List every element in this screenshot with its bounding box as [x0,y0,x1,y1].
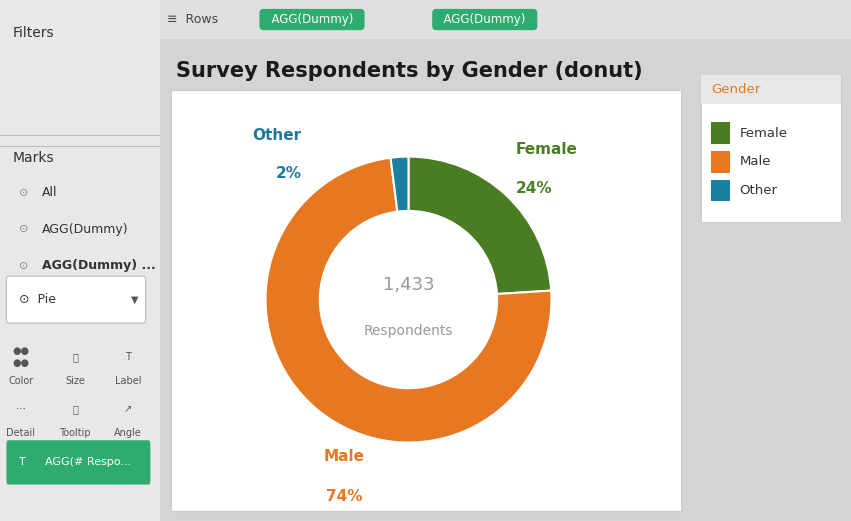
Text: ⋯: ⋯ [16,404,26,414]
Text: ▼: ▼ [131,294,139,305]
Bar [711,180,730,202]
Text: ≡  Rows: ≡ Rows [167,13,218,26]
FancyBboxPatch shape [701,75,842,222]
Bar [711,122,730,144]
Wedge shape [391,157,408,212]
Text: Color: Color [9,376,33,387]
Text: Male: Male [740,155,771,168]
Text: Female: Female [740,127,788,140]
Text: Male: Male [323,449,364,464]
Wedge shape [408,157,551,294]
Text: ⊙: ⊙ [20,188,29,198]
Text: 2%: 2% [275,166,301,181]
Text: Other: Other [252,128,301,143]
Bar [711,152,730,172]
Text: Respondents: Respondents [363,324,454,338]
Text: ●●
●●: ●● ●● [12,346,29,368]
Text: All: All [42,187,57,199]
Text: T: T [20,457,26,467]
Text: T: T [125,352,131,362]
Text: Detail: Detail [6,428,35,439]
Text: Angle: Angle [114,428,142,439]
Text: AGG(Dummy) ...: AGG(Dummy) ... [42,259,156,272]
Text: AGG(Dummy): AGG(Dummy) [42,223,129,235]
Bar [701,75,842,104]
Text: ⊙: ⊙ [20,224,29,234]
Text: 24%: 24% [516,181,552,195]
Text: Tooltip: Tooltip [60,428,91,439]
Text: AGG(# Respo...: AGG(# Respo... [45,457,131,467]
Text: ⊙  Pie: ⊙ Pie [20,293,56,306]
Text: Size: Size [66,376,85,387]
Text: Gender: Gender [711,83,760,96]
Text: Filters: Filters [13,26,54,40]
Text: AGG(Dummy): AGG(Dummy) [437,13,534,26]
FancyBboxPatch shape [7,440,151,485]
Text: ⊙: ⊙ [20,260,29,271]
Text: 💬: 💬 [72,404,78,414]
Text: Female: Female [516,142,578,157]
Text: Marks: Marks [13,151,54,165]
Text: AGG(Dummy): AGG(Dummy) [264,13,361,26]
Text: ↗: ↗ [124,404,132,414]
Text: 1,433: 1,433 [383,276,434,294]
Text: 74%: 74% [326,489,363,504]
Wedge shape [266,158,551,442]
Text: Survey Respondents by Gender (donut): Survey Respondents by Gender (donut) [176,61,643,81]
FancyBboxPatch shape [170,90,681,512]
FancyBboxPatch shape [7,276,146,323]
Text: ⌕: ⌕ [72,352,78,362]
Text: Other: Other [740,184,778,197]
Text: Label: Label [115,376,141,387]
